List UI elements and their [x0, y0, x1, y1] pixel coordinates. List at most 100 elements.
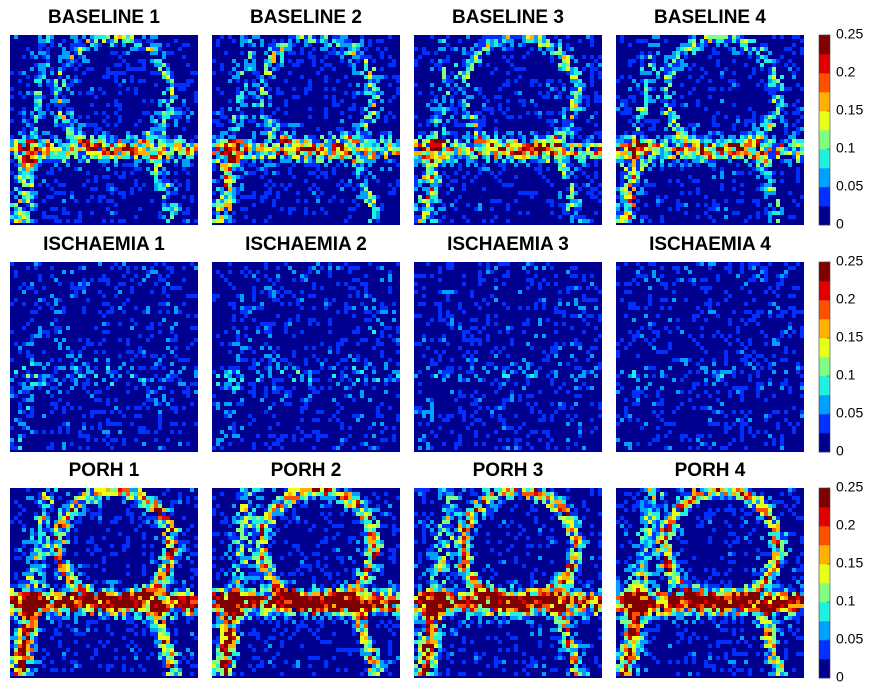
heatmap-cell: [240, 51, 244, 55]
heatmap-cell: [162, 55, 166, 59]
heatmap-cell: [688, 139, 692, 143]
heatmap-cell: [142, 350, 146, 354]
heatmap-cell: [162, 119, 166, 123]
heatmap-cell: [542, 155, 546, 159]
heatmap-cell: [438, 103, 442, 107]
heatmap-cell: [644, 111, 648, 115]
heatmap-cell: [14, 298, 18, 302]
heatmap-cell: [38, 262, 42, 266]
heatmap-cell: [392, 151, 396, 155]
heatmap-cell: [260, 302, 264, 306]
heatmap-cell: [566, 123, 570, 127]
heatmap-cell: [466, 51, 470, 55]
heatmap-cell: [118, 83, 122, 87]
heatmap-cell: [82, 386, 86, 390]
heatmap-cell: [324, 139, 328, 143]
heatmap-cell: [624, 199, 628, 203]
heatmap-cell: [142, 143, 146, 147]
heatmap-cell: [388, 358, 392, 362]
heatmap-cell: [30, 131, 34, 135]
heatmap-cell: [360, 71, 364, 75]
heatmap-cell: [138, 143, 142, 147]
heatmap-cell: [716, 139, 720, 143]
heatmap-cell: [134, 322, 138, 326]
heatmap-cell: [38, 39, 42, 43]
heatmap-cell: [264, 147, 268, 151]
heatmap-cell: [430, 91, 434, 95]
heatmap-cell: [558, 203, 562, 207]
heatmap-cell: [212, 370, 216, 374]
heatmap-cell: [438, 370, 442, 374]
heatmap-cell: [640, 159, 644, 163]
heatmap-cell: [288, 211, 292, 215]
heatmap-cell: [668, 123, 672, 127]
heatmap-cell: [628, 211, 632, 215]
heatmap-cell: [430, 203, 434, 207]
heatmap-cell: [212, 203, 216, 207]
heatmap-cell: [158, 446, 162, 450]
heatmap-cell: [736, 199, 740, 203]
heatmap-cell: [174, 171, 178, 175]
heatmap-cell: [174, 83, 178, 87]
heatmap-cell: [570, 107, 574, 111]
heatmap-cell: [364, 91, 368, 95]
heatmap-cell: [434, 179, 438, 183]
heatmap-cell: [542, 143, 546, 147]
heatmap-cell: [66, 159, 70, 163]
heatmap-cell: [632, 99, 636, 103]
heatmap-cell: [458, 195, 462, 199]
heatmap-cell: [680, 135, 684, 139]
heatmap-cell: [14, 394, 18, 398]
heatmap-cell: [22, 302, 26, 306]
heatmap-cell: [284, 135, 288, 139]
heatmap-cell: [486, 135, 490, 139]
heatmap-cell: [166, 187, 170, 191]
heatmap-cell: [590, 39, 594, 43]
heatmap-cell: [150, 266, 154, 270]
heatmap-cell: [126, 350, 130, 354]
heatmap-cell: [224, 374, 228, 378]
heatmap-cell: [272, 47, 276, 51]
heatmap-cell: [220, 203, 224, 207]
heatmap-cell: [756, 83, 760, 87]
heatmap-cell: [268, 406, 272, 410]
heatmap-cell: [110, 71, 114, 75]
heatmap-cell: [182, 83, 186, 87]
heatmap-cell: [62, 422, 66, 426]
heatmap-cell: [170, 378, 174, 382]
heatmap-cell: [590, 143, 594, 147]
heatmap-cell: [292, 278, 296, 282]
heatmap-cell: [582, 215, 586, 219]
heatmap-cell: [182, 127, 186, 131]
heatmap-cell: [82, 183, 86, 187]
heatmap-cell: [224, 151, 228, 155]
heatmap-cell: [426, 123, 430, 127]
heatmap-cell: [276, 143, 280, 147]
heatmap-cell: [154, 179, 158, 183]
heatmap-cell: [276, 43, 280, 47]
heatmap-cell: [360, 39, 364, 43]
heatmap-cell: [316, 430, 320, 434]
heatmap-cell: [688, 47, 692, 51]
heatmap-cell: [344, 91, 348, 95]
heatmap-cell: [186, 386, 190, 390]
heatmap-cell: [466, 63, 470, 67]
heatmap-cell: [562, 147, 566, 151]
heatmap-cell: [768, 191, 772, 195]
heatmap-cell: [352, 306, 356, 310]
heatmap-cell: [170, 430, 174, 434]
heatmap-cell: [216, 442, 220, 446]
heatmap-cell: [66, 127, 70, 131]
heatmap-cell: [174, 306, 178, 310]
heatmap-cell: [392, 147, 396, 151]
heatmap-cell: [146, 39, 150, 43]
heatmap-cell: [324, 87, 328, 91]
heatmap-cell: [220, 139, 224, 143]
heatmap-cell: [62, 207, 66, 211]
heatmap-cell: [26, 211, 30, 215]
heatmap-cell: [566, 147, 570, 151]
heatmap-cell: [442, 442, 446, 446]
heatmap-cell: [150, 143, 154, 147]
heatmap-cell: [672, 123, 676, 127]
heatmap-cell: [220, 386, 224, 390]
